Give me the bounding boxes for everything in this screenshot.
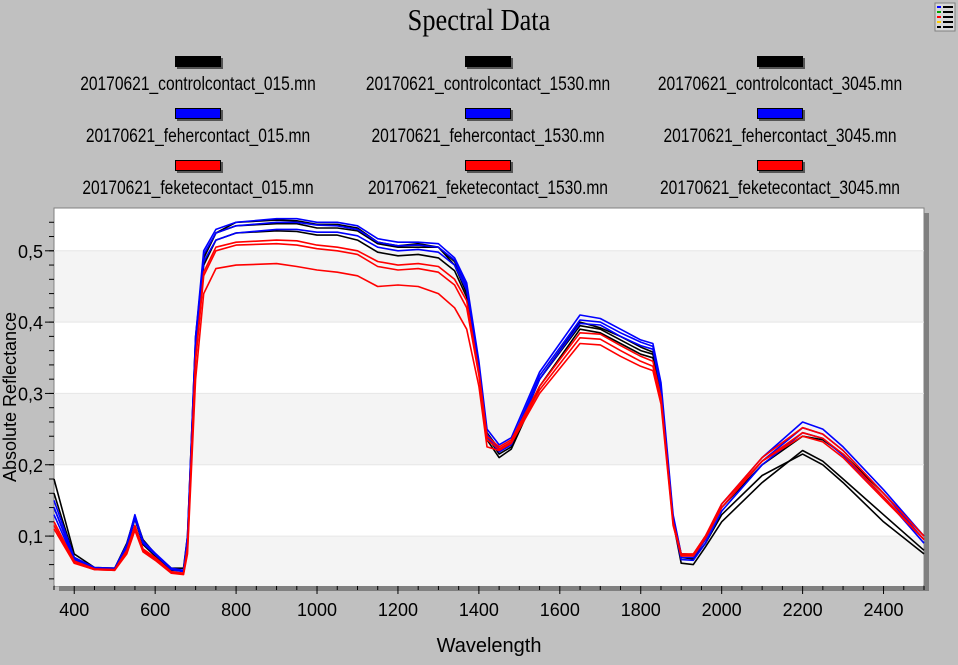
legend-swatch — [175, 108, 221, 119]
y-tick-label: 0,1 — [18, 527, 43, 547]
legend-item: 20170621_feketecontact_015.mn — [48, 160, 348, 200]
x-tick-label: 2400 — [864, 600, 904, 620]
legend-item: 20170621_controlcontact_3045.mn — [630, 56, 930, 96]
legend-label: 20170621_feketecontact_015.mn — [82, 178, 314, 199]
x-tick-label: 800 — [221, 600, 251, 620]
x-tick-label: 1600 — [540, 600, 580, 620]
y-tick-label: 0,5 — [18, 242, 43, 262]
chart-title: Spectral Data — [407, 2, 551, 37]
x-tick-label: 600 — [140, 600, 170, 620]
y-tick-label: 0,2 — [18, 456, 43, 476]
x-tick-label: 400 — [59, 600, 89, 620]
grid-band — [55, 393, 923, 465]
legend-label: 20170621_fehercontact_3045.mn — [663, 126, 897, 147]
y-tick-label: 0,3 — [18, 384, 43, 404]
legend-swatch — [465, 160, 511, 171]
legend-item: 20170621_fehercontact_015.mn — [48, 108, 348, 148]
y-axis-label: Absolute Reflectance — [0, 312, 20, 482]
x-tick-label: 1400 — [459, 600, 499, 620]
legend-label: 20170621_controlcontact_015.mn — [80, 74, 316, 95]
legend-item: 20170621_fehercontact_1530.mn — [338, 108, 638, 148]
legend-label: 20170621_controlcontact_1530.mn — [365, 74, 611, 95]
x-tick-label: 2200 — [783, 600, 823, 620]
legend-swatch — [175, 160, 221, 171]
legend-swatch — [175, 56, 221, 67]
grid-band — [55, 250, 923, 323]
x-axis-label: Wavelength — [437, 635, 542, 657]
legend-item: 20170621_fehercontact_3045.mn — [630, 108, 930, 148]
legend-item: 20170621_feketecontact_3045.mn — [630, 160, 930, 200]
series-line-6 — [53, 228, 925, 573]
y-tick-label: 0,4 — [18, 313, 43, 333]
legend-item: 20170621_feketecontact_1530.mn — [338, 160, 638, 200]
grid-band — [55, 536, 923, 586]
legend-item: 20170621_controlcontact_015.mn — [48, 56, 348, 96]
legend-swatch — [465, 108, 511, 119]
legend-label: 20170621_controlcontact_3045.mn — [657, 74, 903, 95]
x-tick-label: 1800 — [621, 600, 661, 620]
legend-swatch — [757, 56, 803, 67]
legend-swatch — [465, 56, 511, 67]
legend-label: 20170621_fehercontact_015.mn — [85, 126, 311, 147]
x-tick-label: 1000 — [297, 600, 337, 620]
legend-label: 20170621_feketecontact_3045.mn — [660, 178, 900, 199]
legend-swatch — [757, 108, 803, 119]
legend-label: 20170621_feketecontact_1530.mn — [368, 178, 608, 199]
legend-label: 20170621_fehercontact_1530.mn — [371, 126, 605, 147]
series-line-9 — [53, 262, 925, 576]
legend-item: 20170621_controlcontact_1530.mn — [338, 56, 638, 96]
x-tick-label: 1200 — [378, 600, 418, 620]
x-tick-label: 2000 — [702, 600, 742, 620]
legend-swatch — [757, 160, 803, 171]
list-legend-icon[interactable] — [934, 2, 956, 32]
